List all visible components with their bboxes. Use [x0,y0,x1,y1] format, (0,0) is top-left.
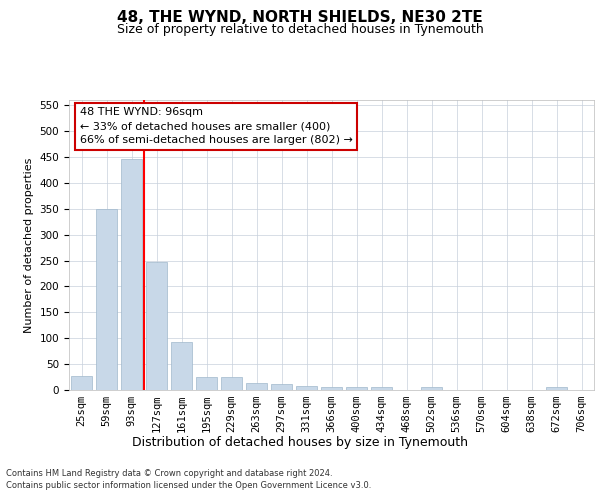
Y-axis label: Number of detached properties: Number of detached properties [24,158,34,332]
Text: Size of property relative to detached houses in Tynemouth: Size of property relative to detached ho… [116,24,484,36]
Text: Contains public sector information licensed under the Open Government Licence v3: Contains public sector information licen… [6,480,371,490]
Bar [71,376,92,390]
Bar [196,377,217,390]
Bar [546,388,567,390]
Bar [421,388,442,390]
Text: 48 THE WYND: 96sqm
← 33% of detached houses are smaller (400)
66% of semi-detach: 48 THE WYND: 96sqm ← 33% of detached hou… [79,108,352,146]
Bar [171,342,192,390]
Bar [271,384,292,390]
Text: Distribution of detached houses by size in Tynemouth: Distribution of detached houses by size … [132,436,468,449]
Bar [321,387,342,390]
Text: 48, THE WYND, NORTH SHIELDS, NE30 2TE: 48, THE WYND, NORTH SHIELDS, NE30 2TE [117,10,483,25]
Text: Contains HM Land Registry data © Crown copyright and database right 2024.: Contains HM Land Registry data © Crown c… [6,470,332,478]
Bar [96,209,117,390]
Bar [296,386,317,390]
Bar [146,262,167,390]
Bar [221,377,242,390]
Bar [121,158,142,390]
Bar [246,383,267,390]
Bar [346,388,367,390]
Bar [371,388,392,390]
